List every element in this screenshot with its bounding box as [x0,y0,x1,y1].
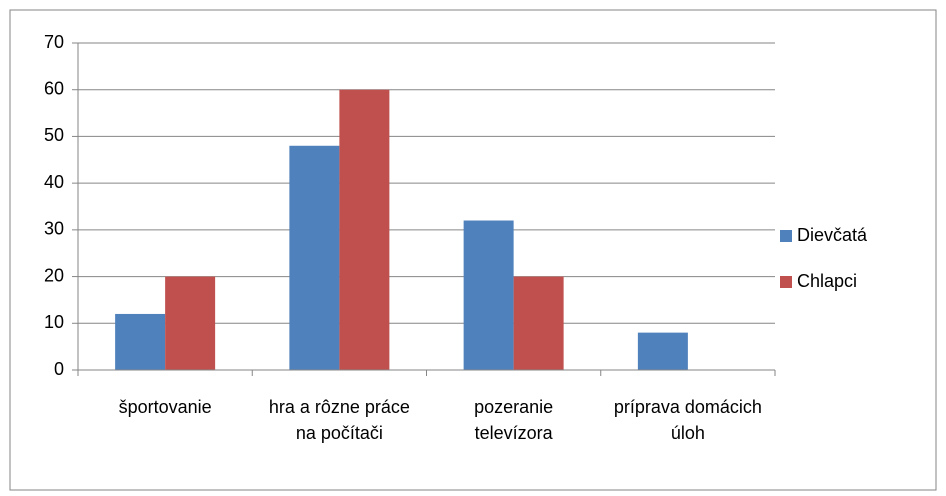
y-tick-label: 30 [44,219,64,239]
bar [289,145,340,370]
legend-label: Chlapci [797,271,857,291]
x-tick-label: príprava domácich úloh [613,397,762,443]
x-tick-label: pozeranie televízora [474,397,554,443]
y-tick-label: 20 [44,265,64,285]
x-tick-label: hra a rôzne práce na počítači [268,397,410,443]
bar [513,276,564,370]
y-tick-label: 70 [44,32,64,52]
legend-swatch [780,276,792,288]
legend-label: Dievčatá [797,225,868,245]
y-tick-label: 40 [44,172,64,192]
bar [115,313,166,370]
bar [165,276,216,370]
y-tick-label: 60 [44,78,64,98]
x-tick-label: športovanie [118,397,212,417]
y-tick-label: 0 [54,359,64,379]
bar [637,332,688,370]
y-tick-label: 50 [44,125,64,145]
y-tick-label: 10 [44,312,64,332]
legend-swatch [780,230,792,242]
bar [339,89,390,370]
bar [463,220,514,370]
